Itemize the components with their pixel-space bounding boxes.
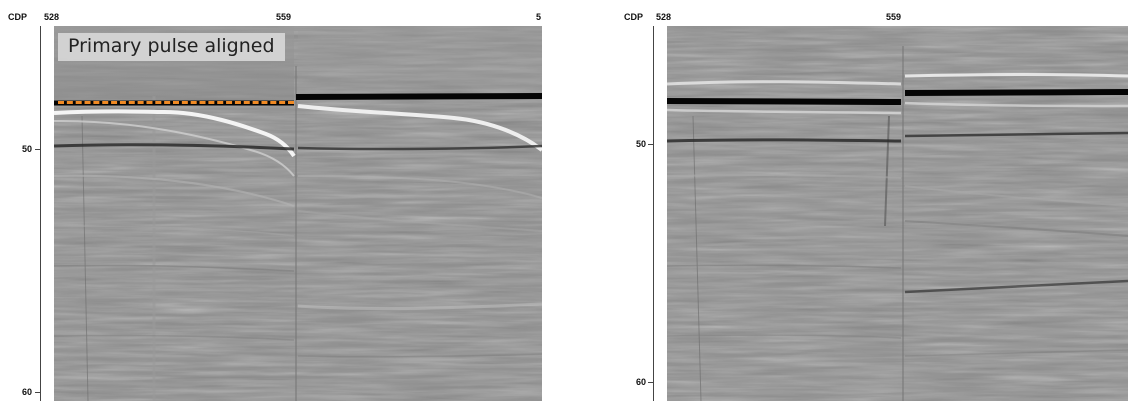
left-cdp-label-end: 5 <box>536 12 542 22</box>
left-seismic-image <box>54 26 542 401</box>
left-cdp-label-mid: 559 <box>276 12 292 22</box>
right-cdp-label-start: 528 <box>656 12 672 22</box>
right-cdp-label-mid: 559 <box>886 12 902 22</box>
right-cdp-axis-title: CDP <box>624 12 644 22</box>
left-tick-60 <box>35 392 41 393</box>
primary-pulse-guide-line <box>58 101 294 104</box>
left-time-label-60: 60 <box>22 387 33 397</box>
right-time-axis <box>653 26 654 401</box>
right-tick-60 <box>648 382 654 383</box>
left-time-axis <box>40 26 41 401</box>
right-time-label-50: 50 <box>636 139 647 149</box>
left-seismic-panel: CDP 528 559 5 50 60 <box>0 0 560 401</box>
right-time-label-60: 60 <box>636 377 647 387</box>
right-seismic-image <box>667 26 1128 401</box>
left-tick-50 <box>35 149 41 150</box>
left-cdp-label-start: 528 <box>44 12 60 22</box>
left-cdp-axis-title: CDP <box>8 12 28 22</box>
right-tick-50 <box>648 144 654 145</box>
primary-pulse-annotation: Primary pulse aligned <box>58 33 285 61</box>
right-seismic-panel: CDP 528 559 50 60 <box>614 0 1128 401</box>
left-time-label-50: 50 <box>22 144 33 154</box>
